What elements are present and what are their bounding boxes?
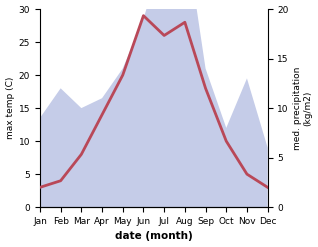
Y-axis label: med. precipitation
(kg/m2): med. precipitation (kg/m2) [293,66,313,150]
Y-axis label: max temp (C): max temp (C) [5,77,15,139]
X-axis label: date (month): date (month) [115,231,193,242]
